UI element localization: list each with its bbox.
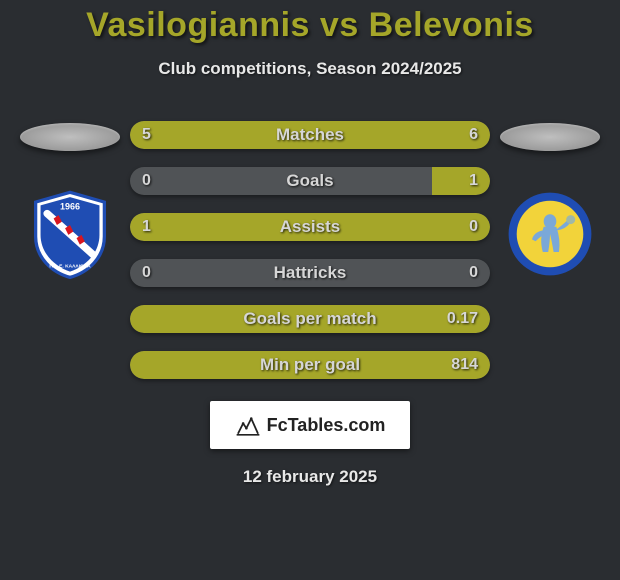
left-player-placeholder-icon [20, 123, 120, 151]
stat-value-right: 0 [469, 218, 478, 236]
right-player-column [490, 121, 610, 279]
comparison-container: Vasilogiannis vs Belevonis Club competit… [0, 0, 620, 487]
comparison-body: 1966 Π.Α.Ε. ΚΑΛΛΙΘΕΑ 5Matches6 0Goals1 1As… [0, 121, 620, 379]
stat-value-right: 1 [469, 172, 478, 190]
stat-fill-right [294, 121, 490, 149]
stat-value-left: 0 [142, 172, 151, 190]
stat-row: 5Matches6 [130, 121, 490, 149]
fctables-label: FcTables.com [267, 415, 386, 436]
fctables-logo-icon [235, 412, 261, 438]
stat-fill-left [130, 121, 294, 149]
svg-text:1966: 1966 [60, 201, 80, 211]
stat-bars-column: 5Matches60Goals11Assists00Hattricks0Goal… [130, 121, 490, 379]
stat-value-left: 0 [142, 264, 151, 282]
stat-value-right: 0 [469, 264, 478, 282]
stat-value-right: 814 [451, 356, 478, 374]
stat-row: 1Assists0 [130, 213, 490, 241]
left-player-column: 1966 Π.Α.Ε. ΚΑΛΛΙΘΕΑ [10, 121, 130, 279]
stat-row: Min per goal814 [130, 351, 490, 379]
stat-value-left: 5 [142, 126, 151, 144]
stat-row: 0Hattricks0 [130, 259, 490, 287]
club-badge-icon [505, 189, 595, 279]
stat-label: Hattricks [130, 263, 490, 283]
stat-value-right: 6 [469, 126, 478, 144]
shield-icon: 1966 Π.Α.Ε. ΚΑΛΛΙΘΕΑ [25, 189, 115, 279]
stat-fill-left [130, 213, 490, 241]
svg-text:Π.Α.Ε. ΚΑΛΛΙΘΕΑ: Π.Α.Ε. ΚΑΛΛΙΘΕΑ [49, 264, 91, 270]
snapshot-date: 12 february 2025 [0, 467, 620, 487]
fctables-watermark: FcTables.com [210, 401, 410, 449]
stat-fill-right [130, 305, 490, 333]
right-player-placeholder-icon [500, 123, 600, 151]
stat-value-left: 1 [142, 218, 151, 236]
left-club-logo: 1966 Π.Α.Ε. ΚΑΛΛΙΘΕΑ [25, 189, 115, 279]
subtitle: Club competitions, Season 2024/2025 [0, 59, 620, 79]
stat-fill-right [130, 351, 490, 379]
stat-row: 0Goals1 [130, 167, 490, 195]
page-title: Vasilogiannis vs Belevonis [0, 6, 620, 45]
stat-fill-right [432, 167, 490, 195]
right-club-logo [505, 189, 595, 279]
stat-value-right: 0.17 [447, 310, 478, 328]
stat-row: Goals per match0.17 [130, 305, 490, 333]
